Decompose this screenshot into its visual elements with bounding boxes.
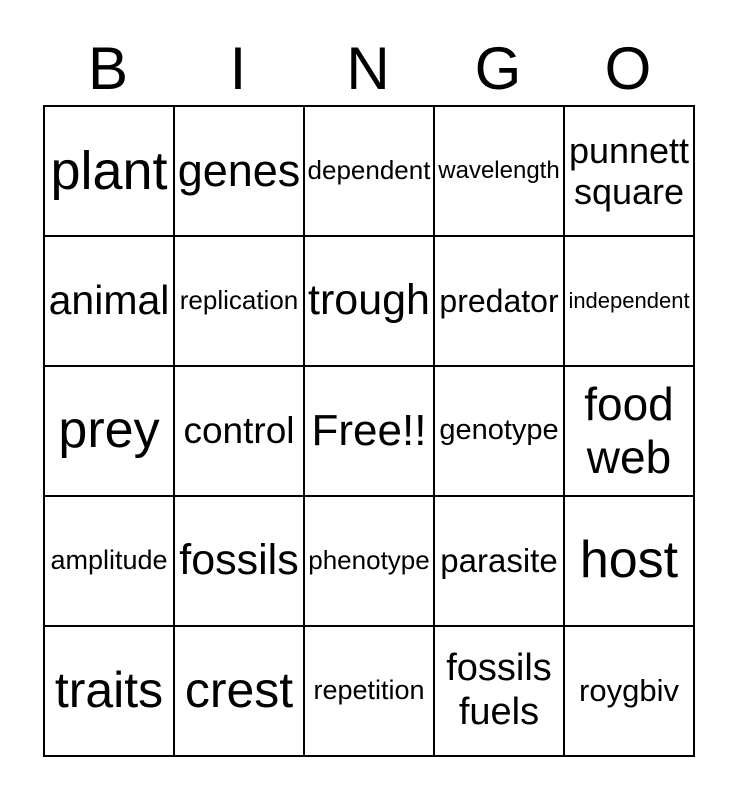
cell-text: fossils fuels xyxy=(446,647,552,733)
bingo-cell[interactable]: parasite xyxy=(434,496,564,626)
bingo-cell-free-space[interactable]: Free!! xyxy=(304,366,434,496)
cell-text: predator xyxy=(439,282,559,319)
bingo-cell[interactable]: predator xyxy=(434,236,564,366)
bingo-cell[interactable]: wavelength xyxy=(434,106,564,236)
cell-text: amplitude xyxy=(50,545,168,576)
bingo-cell[interactable]: genes xyxy=(174,106,304,236)
cell-text: traits xyxy=(54,662,164,719)
cell-text: genotype xyxy=(439,414,559,447)
bingo-cell[interactable]: replication xyxy=(174,236,304,366)
cell-text: punnett square xyxy=(568,129,690,212)
cell-text: phenotype xyxy=(308,545,430,576)
bingo-cell[interactable]: trough xyxy=(304,236,434,366)
cell-text: plant xyxy=(50,140,168,201)
cell-text: dependent xyxy=(307,155,431,186)
cell-text: independent xyxy=(568,288,690,314)
title-letter-g: G xyxy=(474,35,522,102)
cell-text: replication xyxy=(179,285,299,316)
bingo-cell[interactable]: plant xyxy=(44,106,174,236)
bingo-cell[interactable]: genotype xyxy=(434,366,564,496)
title-letter-i: I xyxy=(229,35,247,102)
bingo-cell[interactable]: prey xyxy=(44,366,174,496)
bingo-cell[interactable]: host xyxy=(564,496,694,626)
cell-text: host xyxy=(579,531,679,590)
bingo-cell[interactable]: dependent xyxy=(304,106,434,236)
title-letter-b: B xyxy=(87,35,129,102)
cell-text: roygbiv xyxy=(579,673,679,709)
cell-text: food web xyxy=(584,378,674,483)
bingo-cell[interactable]: crest xyxy=(174,626,304,756)
bingo-cell[interactable]: fossils xyxy=(174,496,304,626)
title-letter-n: N xyxy=(346,35,390,102)
bingo-title: B I N G O xyxy=(43,0,693,105)
cell-text: control xyxy=(183,409,295,451)
cell-text: Free!! xyxy=(311,405,427,455)
title-letter-o: O xyxy=(604,35,652,102)
cell-text: crest xyxy=(184,662,294,719)
bingo-cell[interactable]: animal xyxy=(44,236,174,366)
cell-text: parasite xyxy=(440,542,558,580)
cell-text: trough xyxy=(308,276,430,325)
bingo-cell[interactable]: punnett square xyxy=(564,106,694,236)
bingo-cell[interactable]: independent xyxy=(564,236,694,366)
cell-text: animal xyxy=(48,277,170,324)
bingo-cell[interactable]: traits xyxy=(44,626,174,756)
cell-text: genes xyxy=(177,145,301,197)
bingo-cell[interactable]: repetition xyxy=(304,626,434,756)
bingo-cell[interactable]: phenotype xyxy=(304,496,434,626)
bingo-cell[interactable]: fossils fuels xyxy=(434,626,564,756)
bingo-cell[interactable]: amplitude xyxy=(44,496,174,626)
cell-text: wavelength xyxy=(438,157,560,185)
cell-text: prey xyxy=(58,401,160,460)
bingo-cell[interactable]: control xyxy=(174,366,304,496)
bingo-cell[interactable]: roygbiv xyxy=(564,626,694,756)
bingo-grid: plant genes dependent wavelength punnett… xyxy=(43,105,695,757)
cell-text: repetition xyxy=(313,675,425,706)
cell-text: fossils xyxy=(179,536,299,585)
bingo-cell[interactable]: food web xyxy=(564,366,694,496)
